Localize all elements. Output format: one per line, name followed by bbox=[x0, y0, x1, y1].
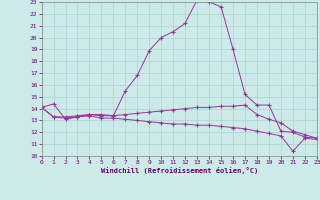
X-axis label: Windchill (Refroidissement éolien,°C): Windchill (Refroidissement éolien,°C) bbox=[100, 167, 258, 174]
